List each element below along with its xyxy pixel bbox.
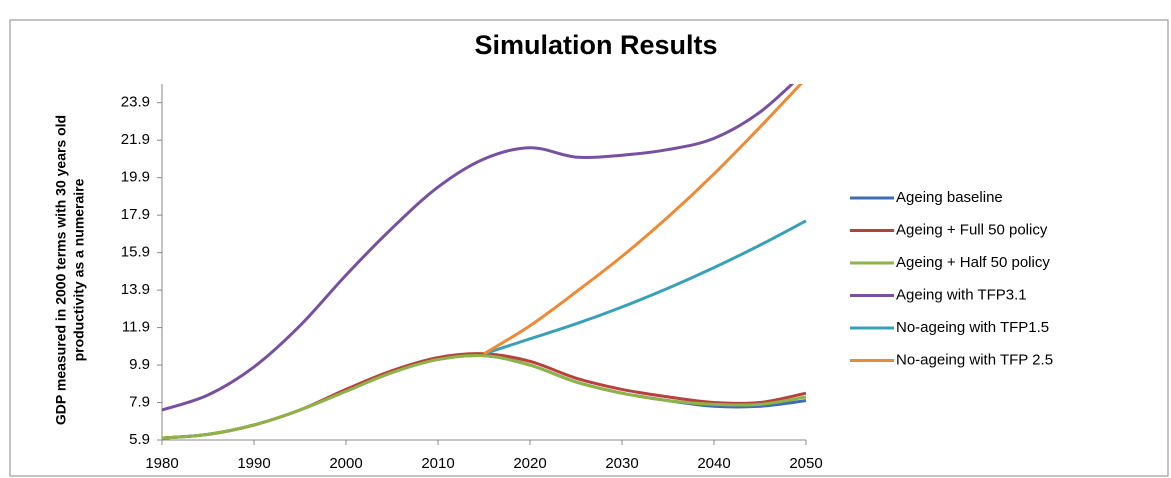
- y-axis-label: GDP measured in 2000 terms with 30 years…: [53, 115, 87, 425]
- y-tick-label: 15.9: [121, 244, 150, 261]
- x-tick-label: 1980: [145, 455, 178, 472]
- y-tick-label: 9.9: [129, 356, 150, 373]
- y-tick-label: 13.9: [121, 281, 150, 298]
- x-tick-label: 1990: [237, 455, 270, 472]
- legend-label: Ageing + Full 50 policy: [896, 221, 1048, 238]
- x-tick-label: 2020: [513, 455, 546, 472]
- series-line: [162, 84, 795, 412]
- chart-title: Simulation Results: [474, 30, 717, 60]
- y-tick-label: 21.9: [121, 131, 150, 148]
- y-label-line: productivity as a numeraire: [71, 178, 87, 361]
- y-tick-label: 7.9: [129, 393, 150, 410]
- x-tick-label: 2000: [329, 455, 362, 472]
- x-tick-label: 2010: [421, 455, 454, 472]
- legend-label: No-ageing with TFP 2.5: [896, 351, 1053, 368]
- y-tick-label: 11.9: [122, 319, 150, 336]
- x-tick-label: 2030: [605, 455, 638, 472]
- legend-label: Ageing + Half 50 policy: [896, 254, 1050, 271]
- series-line: [162, 353, 807, 440]
- legend-label: No-ageing with TFP1.5: [896, 319, 1049, 336]
- series-line: [483, 84, 803, 356]
- legend-label: Ageing baseline: [896, 189, 1003, 206]
- y-tick-label: 19.9: [121, 169, 150, 186]
- y-tick-label: 17.9: [121, 206, 150, 223]
- plot-area: [162, 84, 807, 440]
- chart-frame: [9, 19, 1169, 477]
- x-tick-label: 2050: [789, 455, 822, 472]
- y-tick-label: 5.9: [129, 431, 150, 448]
- y-tick-label: 23.9: [121, 94, 150, 111]
- y-label-line: GDP measured in 2000 terms with 30 years…: [53, 115, 69, 425]
- x-tick-label: 2040: [697, 455, 730, 472]
- legend-label: Ageing with TFP3.1: [896, 286, 1027, 303]
- series-line: [483, 219, 807, 356]
